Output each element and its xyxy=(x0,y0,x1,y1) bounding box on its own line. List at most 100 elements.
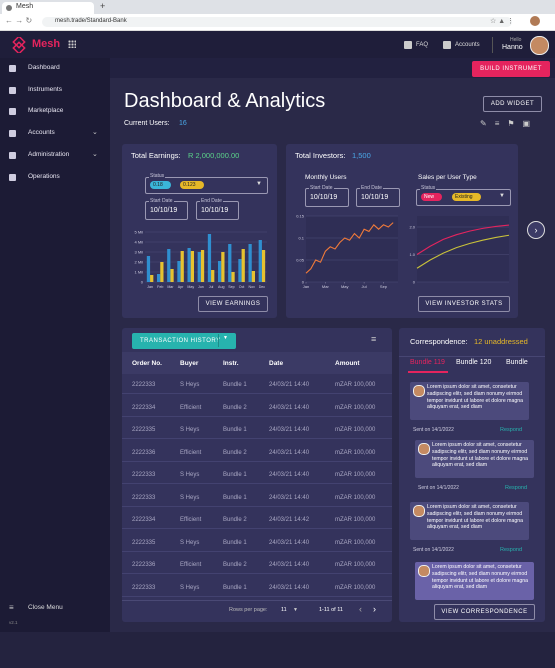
column-header[interactable]: Amount xyxy=(335,360,360,367)
bar xyxy=(167,249,171,282)
status-select[interactable] xyxy=(416,189,511,206)
accounts[interactable]: Accounts xyxy=(455,42,480,48)
chip[interactable]: 0.123 xyxy=(180,181,204,189)
cell: mZAR 100,000 xyxy=(335,449,376,456)
nav-item[interactable]: Marketplace xyxy=(28,107,64,115)
cell: 2222333 xyxy=(132,584,156,591)
rows-per-page[interactable]: 11 xyxy=(281,607,287,613)
tab-underline xyxy=(408,371,448,373)
bundle-tab[interactable]: Bundle xyxy=(506,359,528,366)
profile-icon[interactable] xyxy=(530,16,540,26)
cell: mZAR 100,000 xyxy=(335,472,376,478)
close-menu[interactable]: Close Menu xyxy=(28,604,63,611)
x-tick-label: Sep xyxy=(380,284,388,289)
next-arrow[interactable]: › xyxy=(527,221,545,239)
nav-chevron[interactable]: ⌄ xyxy=(92,129,98,137)
accounts-icon xyxy=(443,41,451,49)
column-header[interactable]: Order No. xyxy=(132,360,162,367)
x-tick-label: Jun xyxy=(198,285,204,289)
nav-item[interactable]: Accounts xyxy=(28,129,55,137)
cell: S Heys xyxy=(180,584,200,591)
cell: Bundle 2 xyxy=(223,517,247,523)
column-header[interactable]: Instr. xyxy=(223,360,239,367)
greeting: Hello xyxy=(510,37,522,43)
users-count: 16 xyxy=(179,120,187,127)
y-tick-label: 0 xyxy=(302,280,305,285)
transaction-history-button[interactable]: TRANSACTION HISTORY xyxy=(132,333,236,349)
nav-item[interactable]: Dashboard xyxy=(28,64,60,71)
bar xyxy=(261,250,266,282)
x-tick-label: Apr xyxy=(178,285,184,289)
cell: 24/03/21 14:40 xyxy=(269,539,310,546)
investors-count: 1,500 xyxy=(352,151,371,160)
prev-page[interactable]: ‹ xyxy=(359,604,362,614)
chip[interactable]: 0.18 xyxy=(150,181,171,189)
cell: mZAR 100,000 xyxy=(335,517,376,523)
filter-icon[interactable]: ≡ xyxy=(371,334,377,344)
column-header[interactable]: Date xyxy=(269,360,284,367)
x-tick-label: May xyxy=(187,285,194,289)
table-header xyxy=(122,352,392,374)
status-select[interactable] xyxy=(145,177,268,194)
app-header xyxy=(0,31,555,58)
cell: 2222335 xyxy=(132,539,156,546)
earnings-card xyxy=(122,144,277,318)
dropdown-arrow[interactable]: ▼ xyxy=(256,181,262,187)
view-earnings-button[interactable]: VIEW EARNINGS xyxy=(198,296,268,312)
build-instrument-button[interactable]: BUILD INSTRUMET xyxy=(472,61,550,77)
row-divider xyxy=(122,528,392,529)
browser-icons[interactable]: ☆ ▲ ⋮ xyxy=(490,18,515,25)
nav-item[interactable]: Operations xyxy=(28,172,60,180)
nav-buttons[interactable]: ← → ↻ xyxy=(5,16,33,25)
cell: mZAR 100,000 xyxy=(335,382,376,388)
respond-link[interactable]: Respond xyxy=(505,485,528,491)
avatar xyxy=(418,443,430,455)
cell: mZAR 100,000 xyxy=(335,584,376,591)
url-field[interactable] xyxy=(42,17,512,27)
bar xyxy=(211,270,215,282)
cell: Efficient xyxy=(180,404,202,411)
close-icon[interactable]: ≡ xyxy=(9,603,14,612)
view-investor-stats-button[interactable]: VIEW INVESTOR STATS xyxy=(418,296,510,312)
cell: mZAR 100,000 xyxy=(335,494,376,501)
respond-link[interactable]: Respond xyxy=(500,427,523,433)
view-correspondence-button[interactable]: VIEW CORRESPONDENCE xyxy=(434,604,535,620)
dropdown-arrow[interactable]: ▼ xyxy=(499,193,505,199)
y-tick-label: 0.05 xyxy=(296,258,305,263)
y-tick-label: 5 Mil xyxy=(135,230,144,235)
cell: Bundle 1 xyxy=(223,494,247,501)
tab[interactable] xyxy=(2,2,94,14)
new-tab[interactable]: + xyxy=(100,1,106,11)
nav-item[interactable]: Instruments xyxy=(28,85,62,93)
nav-chevron[interactable]: ⌄ xyxy=(92,150,98,158)
cell: S Heys xyxy=(180,539,200,546)
toolbar-icons[interactable]: ✎≡⚑▣ xyxy=(480,119,539,128)
column-header[interactable]: Buyer xyxy=(180,360,199,367)
bundle-tab[interactable]: Bundle 119 xyxy=(410,359,445,366)
plot-area xyxy=(417,216,509,282)
logo[interactable]: Mesh xyxy=(32,38,61,50)
cell: 2222336 xyxy=(132,449,156,456)
faq-icon xyxy=(404,41,412,49)
faq[interactable]: FAQ xyxy=(416,42,429,48)
version: v2.1 xyxy=(9,620,18,625)
chip[interactable]: New xyxy=(421,193,443,201)
x-tick-label: Mar xyxy=(167,285,174,289)
avatar[interactable] xyxy=(530,36,549,55)
chip[interactable]: Existing xyxy=(452,193,481,201)
cell: 24/03/21 14:40 xyxy=(269,404,310,411)
add-widget-button[interactable]: ADD WIDGET xyxy=(483,96,542,112)
line xyxy=(416,234,510,269)
rows-dropdown[interactable]: ▼ xyxy=(293,607,298,613)
button-arrow[interactable]: ▼ xyxy=(223,335,228,341)
bundle-tab[interactable]: Bundle 120 xyxy=(456,359,492,366)
y-tick-label: 3 Mil xyxy=(135,250,144,255)
sales-title: Sales per User Type xyxy=(418,174,477,181)
corr-unaddressed: 12 unaddressed xyxy=(474,337,528,346)
start-date: 10/10/19 xyxy=(150,207,178,214)
next-page[interactable]: › xyxy=(373,604,376,614)
apps-icon[interactable] xyxy=(68,40,76,48)
nav-item[interactable]: Administration xyxy=(28,150,70,158)
respond-link[interactable]: Respond xyxy=(500,547,523,553)
